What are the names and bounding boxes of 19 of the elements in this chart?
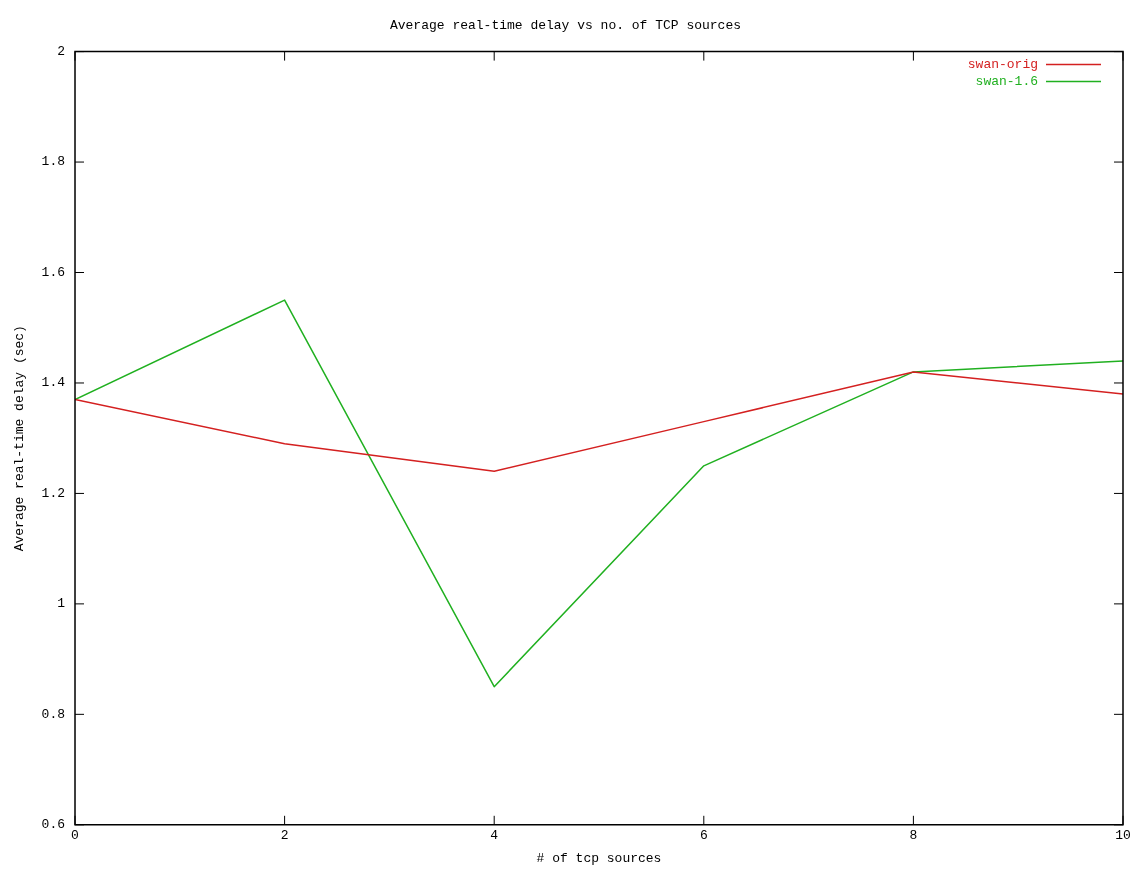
x-tick-label: 2	[280, 828, 289, 844]
y-tick-label: 1.8	[41, 154, 65, 170]
x-tick-label: 8	[909, 828, 918, 844]
y-tick-label: 1.2	[41, 485, 65, 501]
y-tick-label: 2	[57, 44, 65, 60]
y-tick-label: 0.6	[41, 817, 65, 833]
x-axis-title: # of tcp sources	[536, 850, 662, 866]
x-tick-label: 10	[1115, 828, 1131, 844]
chart-title: Average real-time delay vs no. of TCP sources	[389, 18, 742, 34]
x-tick-label: 6	[699, 828, 708, 844]
legend-label: swan-orig	[967, 57, 1038, 73]
y-tick-label: 1.6	[41, 264, 65, 280]
legend-label: swan-1.6	[975, 74, 1038, 90]
x-tick-label: 0	[71, 828, 79, 844]
y-tick-label: 1	[57, 596, 66, 612]
x-tick-label: 4	[490, 828, 499, 844]
y-tick-label: 0.8	[41, 706, 65, 722]
y-tick-label: 1.4	[41, 375, 66, 391]
y-axis-title: Average real-time delay (sec)	[12, 325, 28, 552]
